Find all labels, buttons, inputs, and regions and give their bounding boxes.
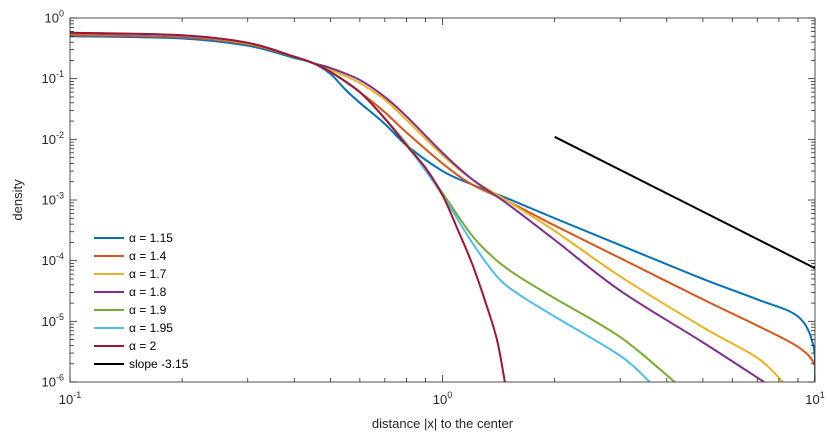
y-axis-label: density <box>10 179 25 221</box>
y-tick-label: 10-6 <box>42 373 64 390</box>
legend-label: α = 1.9 <box>129 303 167 317</box>
legend-label: α = 1.7 <box>129 267 167 281</box>
y-tick-label: 10-3 <box>42 191 64 208</box>
y-tick-label: 10-5 <box>42 312 64 329</box>
x-tick-label: 10-1 <box>59 390 81 407</box>
y-tick-label: 10-1 <box>42 69 64 86</box>
y-tick-label: 100 <box>45 9 64 26</box>
legend-entries: α = 1.15 α = 1.4 α = 1.7 α = 1.8 α = 1.9… <box>94 231 189 371</box>
legend-label: α = 1.8 <box>129 285 167 299</box>
ticks-layer <box>69 17 816 383</box>
legend-box <box>89 227 221 377</box>
x-axis-label: distance |x| to the center <box>372 416 514 431</box>
x-tick-labels: 10-1 100 101 <box>59 390 825 407</box>
curves-layer <box>70 31 815 382</box>
legend-label: α = 1.4 <box>129 249 167 263</box>
legend-label: α = 1.95 <box>129 321 173 335</box>
series-line <box>70 31 506 382</box>
series-line <box>70 35 815 382</box>
y-tick-label: 10-4 <box>42 251 64 268</box>
series-line <box>554 135 815 270</box>
x-tick-label: 100 <box>433 390 452 407</box>
legend-label: slope -3.15 <box>129 357 189 371</box>
y-tick-labels: 100 10-1 10-2 10-3 10-4 10-5 10-6 <box>42 9 64 390</box>
y-tick-label: 10-2 <box>42 130 64 147</box>
legend-label: α = 2 <box>129 339 157 353</box>
legend-label: α = 1.15 <box>129 231 173 245</box>
legend: α = 1.15 α = 1.4 α = 1.7 α = 1.8 α = 1.9… <box>89 227 221 377</box>
x-tick-label: 101 <box>805 390 824 407</box>
